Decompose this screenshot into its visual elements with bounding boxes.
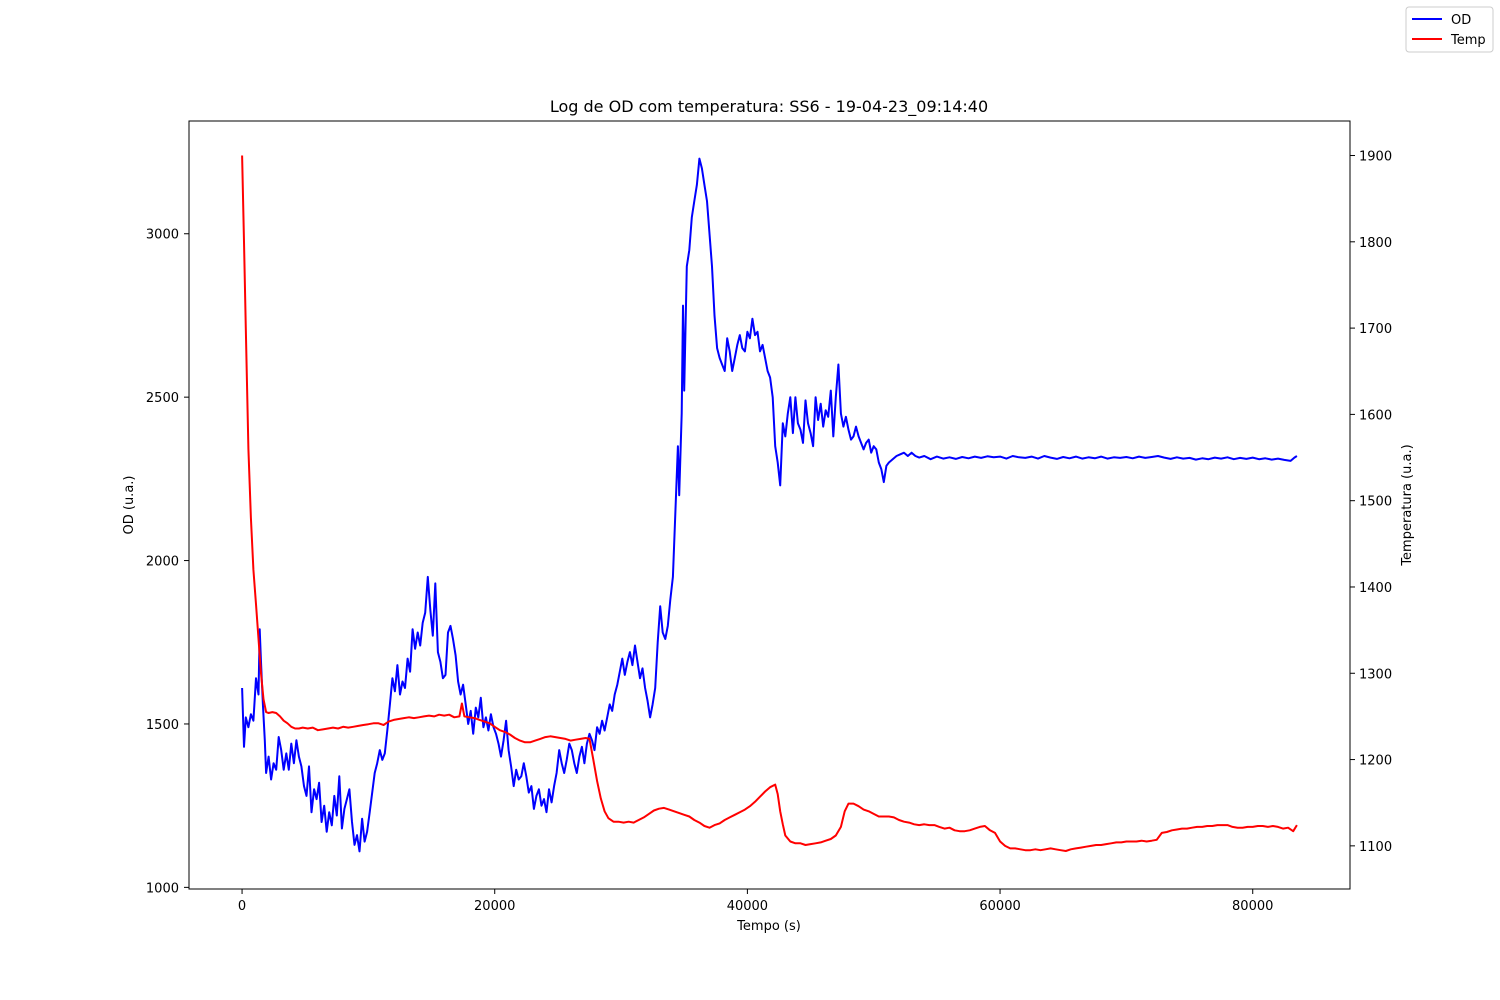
y-right-tick-label: 1700 (1359, 322, 1392, 337)
y-right-tick-label: 1500 (1359, 495, 1392, 510)
x-axis-label: Tempo (s) (736, 919, 801, 934)
y-left-tick-label: 3000 (146, 228, 179, 243)
y-axis-left-label: OD (u.a.) (122, 476, 137, 535)
y-right-tick-label: 1200 (1359, 754, 1392, 769)
plot-background (189, 121, 1350, 889)
y-right-tick-label: 1400 (1359, 581, 1392, 596)
x-tick-label: 0 (238, 899, 246, 914)
x-tick-label: 60000 (979, 899, 1020, 914)
series-layer (241, 155, 1298, 853)
x-tick-label: 80000 (1232, 899, 1273, 914)
y-right-tick-label: 1900 (1359, 150, 1392, 165)
series-line-od (241, 157, 1298, 853)
y-left-tick-label: 1500 (146, 718, 179, 733)
series-line-temp (241, 155, 1298, 852)
plot-area (189, 121, 1350, 889)
y-left-tick-label: 2000 (146, 555, 179, 570)
legend: OD Temp (1405, 6, 1494, 53)
axes-layer: 0 20000 40000 60000 80000 1000 1500 2000 2500 300… (146, 120, 1392, 914)
legend-label-temp: Temp (1450, 33, 1486, 48)
y-right-tick-label: 1600 (1359, 408, 1392, 423)
y-left-tick-label: 1000 (146, 881, 179, 896)
y-left-tick-label: 2500 (146, 391, 179, 406)
legend-label-od: OD (1451, 13, 1471, 28)
axes-frame (188, 120, 1351, 890)
x-tick-label: 40000 (727, 899, 768, 914)
y-right-tick-label: 1800 (1359, 236, 1392, 251)
y-axis-right-label: Temperatura (u.a.) (1400, 444, 1415, 566)
y-right-tick-label: 1300 (1359, 667, 1392, 682)
chart-title: Log de OD com temperatura: SS6 - 19-04-2… (550, 97, 988, 117)
x-tick-label: 20000 (474, 899, 515, 914)
y-right-tick-label: 1100 (1359, 840, 1392, 855)
